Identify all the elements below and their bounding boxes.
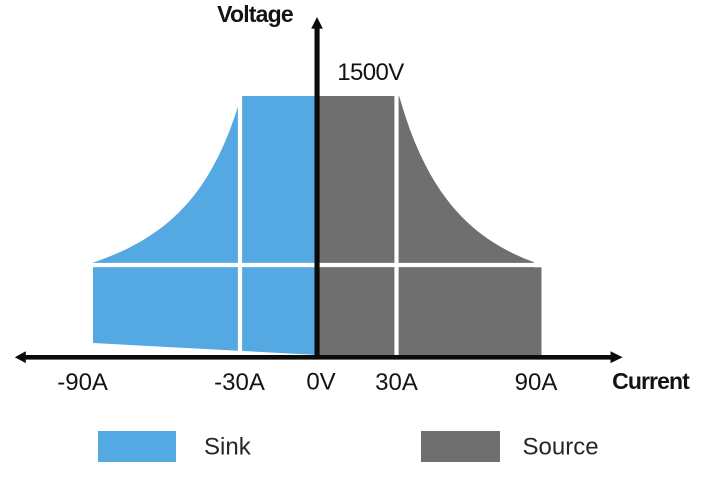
svg-text:0V: 0V <box>306 369 335 396</box>
svg-text:Source: Source <box>523 434 599 461</box>
svg-text:Sink: Sink <box>204 434 252 461</box>
svg-text:90A: 90A <box>515 369 558 396</box>
svg-text:-90A: -90A <box>57 369 108 396</box>
svg-text:Current: Current <box>612 368 690 394</box>
svg-text:Voltage: Voltage <box>217 1 293 27</box>
svg-text:-30A: -30A <box>214 369 265 396</box>
svg-text:30A: 30A <box>375 369 418 396</box>
svg-text:1500V: 1500V <box>337 59 404 86</box>
